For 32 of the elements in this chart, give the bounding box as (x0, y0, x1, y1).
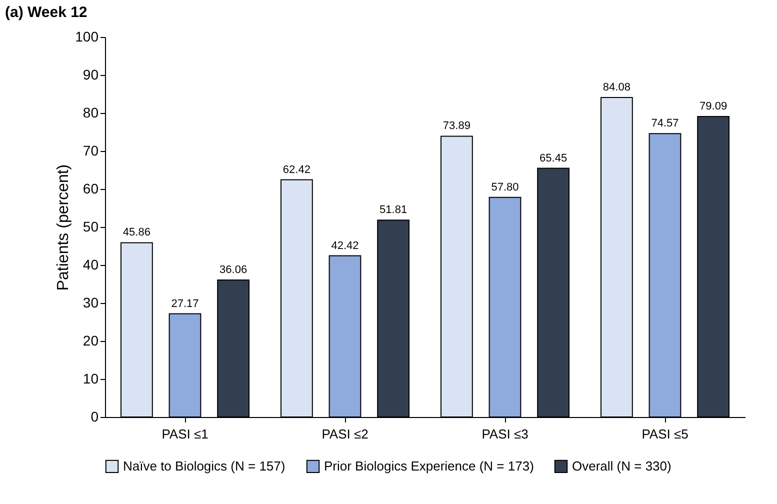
data-label: 84.08 (602, 81, 630, 94)
data-label: 73.89 (442, 120, 470, 132)
legend-label: Overall (N = 330) (572, 458, 672, 474)
x-tick-label: PASI ≤5 (642, 426, 688, 442)
y-tick-label: 10 (82, 370, 99, 386)
data-label: 62.42 (282, 164, 310, 176)
y-tick-label: 40 (82, 256, 99, 272)
x-tick-label: PASI ≤3 (482, 426, 528, 442)
data-label: 65.45 (540, 152, 568, 164)
y-tick-label: 60 (82, 180, 99, 196)
y-tick-label: 0 (90, 408, 99, 424)
y-tick-label: 50 (82, 218, 99, 234)
data-label: 74.57 (651, 118, 679, 130)
data-label: 45.86 (122, 226, 150, 239)
legend-label: Naïve to Biologics (N = 157) (123, 458, 286, 474)
y-tick-label: 20 (82, 332, 99, 348)
y-axis-title: Patients (percent) (55, 164, 72, 291)
data-label: 36.06 (220, 264, 248, 276)
y-tick-label: 90 (82, 66, 99, 82)
y-tick-label: 30 (82, 294, 99, 310)
data-label: 51.81 (380, 204, 408, 216)
y-tick-label: 100 (75, 28, 99, 44)
chart-title: (a) Week 12 (5, 4, 88, 21)
data-label: 79.09 (700, 100, 728, 112)
x-tick-label: PASI ≤2 (322, 426, 368, 442)
data-label: 27.17 (171, 298, 199, 310)
y-tick-label: 80 (82, 104, 99, 120)
x-tick-label: PASI ≤1 (162, 426, 208, 442)
legend-label: Prior Biologics Experience (N = 173) (324, 458, 534, 474)
data-label: 42.42 (331, 240, 359, 252)
data-label: 57.80 (491, 181, 519, 194)
y-tick-label: 70 (82, 142, 99, 158)
